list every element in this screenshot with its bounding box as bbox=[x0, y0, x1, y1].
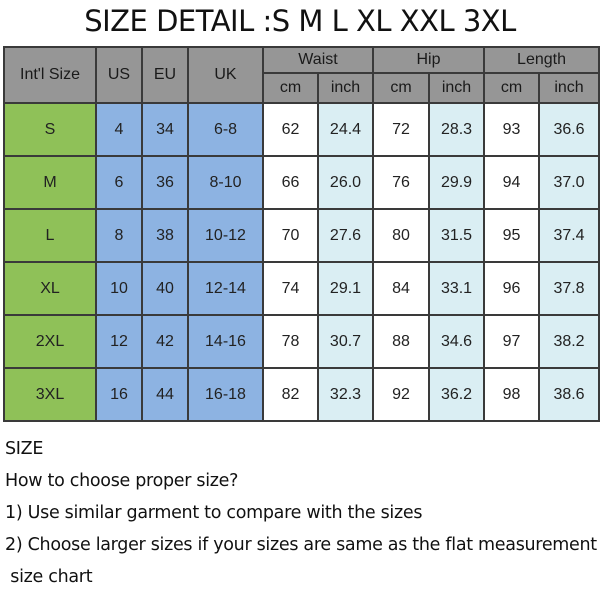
cell-waist-inch: 27.6 bbox=[317, 208, 374, 263]
cell-waist-inch: 24.4 bbox=[317, 102, 374, 157]
cell-hip-inch: 28.3 bbox=[427, 102, 486, 157]
header-us: US bbox=[95, 46, 143, 104]
cell-length-cm: 95 bbox=[483, 208, 541, 263]
cell-waist-cm: 78 bbox=[262, 314, 319, 369]
note-line: size chart bbox=[5, 567, 93, 587]
cell-length-inch: 38.2 bbox=[538, 314, 600, 369]
cell-us: 4 bbox=[95, 102, 143, 157]
cell-waist-cm: 62 bbox=[262, 102, 319, 157]
cell-length-cm: 98 bbox=[483, 367, 541, 422]
header-waist-inch: inch bbox=[317, 72, 374, 104]
cell-us: 16 bbox=[95, 367, 143, 422]
cell-eu: 38 bbox=[141, 208, 189, 263]
header-waist-cm: cm bbox=[262, 72, 319, 104]
table-row: S 4 34 6-8 62 24.4 72 28.3 93 36.6 bbox=[3, 102, 600, 157]
table-row: XL 10 40 12-14 74 29.1 84 33.1 96 37.8 bbox=[3, 261, 600, 316]
header-length-inch: inch bbox=[538, 72, 600, 104]
table-row: L 8 38 10-12 70 27.6 80 31.5 95 37.4 bbox=[3, 208, 600, 263]
cell-intl-size: S bbox=[3, 102, 97, 157]
cell-uk: 14-16 bbox=[187, 314, 264, 369]
cell-intl-size: 2XL bbox=[3, 314, 97, 369]
cell-eu: 36 bbox=[141, 155, 189, 210]
cell-length-inch: 37.0 bbox=[538, 155, 600, 210]
header-hip: Hip bbox=[371, 46, 486, 74]
cell-hip-inch: 34.6 bbox=[427, 314, 486, 369]
cell-waist-cm: 82 bbox=[262, 367, 319, 422]
size-table: Int'l Size US EU UK Waist Hip Length cm … bbox=[3, 46, 600, 422]
cell-waist-cm: 74 bbox=[262, 261, 319, 316]
cell-hip-inch: 33.1 bbox=[427, 261, 486, 316]
size-notes: SIZE How to choose proper size? 1) Use s… bbox=[5, 433, 597, 593]
cell-eu: 34 bbox=[141, 102, 189, 157]
cell-us: 8 bbox=[95, 208, 143, 263]
cell-uk: 6-8 bbox=[187, 102, 264, 157]
header-hip-cm: cm bbox=[372, 72, 430, 104]
cell-uk: 8-10 bbox=[187, 155, 264, 210]
cell-hip-cm: 88 bbox=[372, 314, 430, 369]
cell-length-inch: 36.6 bbox=[538, 102, 600, 157]
cell-hip-inch: 29.9 bbox=[427, 155, 486, 210]
cell-length-inch: 37.8 bbox=[538, 261, 600, 316]
table-row: 2XL 12 42 14-16 78 30.7 88 34.6 97 38.2 bbox=[3, 314, 600, 369]
note-line: 2) Choose larger sizes if your sizes are… bbox=[5, 535, 597, 555]
cell-hip-cm: 72 bbox=[372, 102, 430, 157]
cell-waist-cm: 70 bbox=[262, 208, 319, 263]
cell-us: 6 bbox=[95, 155, 143, 210]
cell-uk: 10-12 bbox=[187, 208, 264, 263]
header-length-cm: cm bbox=[483, 72, 541, 104]
header-hip-inch: inch bbox=[427, 72, 486, 104]
note-line: 1) Use similar garment to compare with t… bbox=[5, 503, 423, 523]
header-waist: Waist bbox=[262, 46, 374, 74]
table-row: 3XL 16 44 16-18 82 32.3 92 36.2 98 38.6 bbox=[3, 367, 600, 422]
cell-waist-inch: 29.1 bbox=[317, 261, 374, 316]
cell-uk: 16-18 bbox=[187, 367, 264, 422]
cell-hip-cm: 92 bbox=[372, 367, 430, 422]
cell-length-inch: 38.6 bbox=[538, 367, 600, 422]
cell-length-cm: 97 bbox=[483, 314, 541, 369]
header-eu: EU bbox=[141, 46, 189, 104]
header-intl-size: Int'l Size bbox=[3, 46, 97, 104]
cell-hip-cm: 84 bbox=[372, 261, 430, 316]
cell-waist-inch: 30.7 bbox=[317, 314, 374, 369]
cell-us: 10 bbox=[95, 261, 143, 316]
cell-waist-inch: 32.3 bbox=[317, 367, 374, 422]
cell-intl-size: L bbox=[3, 208, 97, 263]
page-title: SIZE DETAIL :S M L XL XXL 3XL bbox=[84, 4, 516, 38]
cell-intl-size: 3XL bbox=[3, 367, 97, 422]
table-row: M 6 36 8-10 66 26.0 76 29.9 94 37.0 bbox=[3, 155, 600, 210]
cell-length-cm: 93 bbox=[483, 102, 541, 157]
cell-intl-size: M bbox=[3, 155, 97, 210]
cell-waist-inch: 26.0 bbox=[317, 155, 374, 210]
cell-intl-size: XL bbox=[3, 261, 97, 316]
cell-hip-cm: 76 bbox=[372, 155, 430, 210]
cell-length-cm: 96 bbox=[483, 261, 541, 316]
cell-waist-cm: 66 bbox=[262, 155, 319, 210]
cell-hip-inch: 31.5 bbox=[427, 208, 486, 263]
note-line: SIZE bbox=[5, 439, 44, 459]
cell-us: 12 bbox=[95, 314, 143, 369]
cell-hip-inch: 36.2 bbox=[427, 367, 486, 422]
header-uk: UK bbox=[187, 46, 264, 104]
note-line: How to choose proper size? bbox=[5, 471, 239, 491]
cell-eu: 42 bbox=[141, 314, 189, 369]
cell-length-inch: 37.4 bbox=[538, 208, 600, 263]
cell-length-cm: 94 bbox=[483, 155, 541, 210]
cell-eu: 44 bbox=[141, 367, 189, 422]
header-length: Length bbox=[483, 46, 600, 74]
cell-uk: 12-14 bbox=[187, 261, 264, 316]
cell-hip-cm: 80 bbox=[372, 208, 430, 263]
cell-eu: 40 bbox=[141, 261, 189, 316]
